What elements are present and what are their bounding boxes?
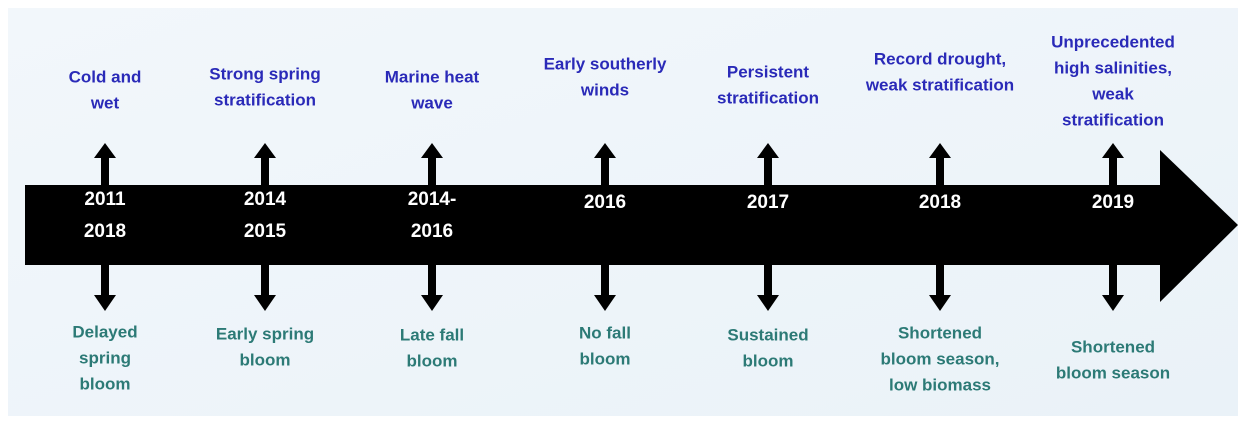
- up-arrow: [254, 143, 276, 185]
- event-label: Record drought,: [874, 49, 1006, 68]
- year-label: 2016: [411, 221, 453, 242]
- outcome-label: No fall: [579, 323, 631, 342]
- year-label: 2016: [584, 192, 626, 213]
- outcome-label: bloom season: [1056, 363, 1170, 382]
- outcome-label: bloom: [240, 350, 291, 369]
- up-arrow: [757, 143, 779, 185]
- outcome-label: low biomass: [889, 375, 991, 394]
- outcome-label: Early spring: [216, 324, 314, 343]
- up-arrow: [1102, 143, 1124, 185]
- year-label: 2015: [244, 221, 287, 242]
- up-arrow: [421, 143, 443, 185]
- timeline-arrow: [25, 150, 1238, 302]
- outcome-label: spring: [79, 348, 131, 367]
- up-arrow: [929, 143, 951, 185]
- event-label: stratification: [214, 90, 316, 109]
- down-arrow: [1102, 265, 1124, 311]
- down-arrow: [594, 265, 616, 311]
- down-arrow: [421, 265, 443, 311]
- event-label: Cold and: [69, 67, 142, 86]
- up-arrow: [594, 143, 616, 185]
- outcome-label: Shortened: [898, 323, 982, 342]
- outcome-label: Shortened: [1071, 337, 1155, 356]
- year-label: 2018: [919, 192, 961, 213]
- year-label: 2014-: [408, 189, 457, 210]
- year-label: 2018: [84, 221, 126, 242]
- event-label: Early southerly: [544, 54, 667, 73]
- event-label: Persistent: [727, 62, 810, 81]
- event-label: stratification: [717, 88, 819, 107]
- year-label: 2019: [1092, 192, 1134, 213]
- event-label: wave: [410, 93, 453, 112]
- outcome-label: bloom season,: [880, 349, 999, 368]
- outcome-label: Delayed: [72, 322, 137, 341]
- outcome-label: bloom: [407, 351, 458, 370]
- event-label: Marine heat: [385, 67, 480, 86]
- outcome-label: Late fall: [400, 325, 464, 344]
- down-arrow: [929, 265, 951, 311]
- outcome-label: bloom: [80, 374, 131, 393]
- event-label: stratification: [1062, 110, 1164, 129]
- outcome-label: Sustained: [727, 325, 808, 344]
- year-label: 2011: [84, 189, 126, 210]
- event-label: wet: [90, 93, 120, 112]
- outcome-label: bloom: [743, 351, 794, 370]
- down-arrow: [254, 265, 276, 311]
- year-label: 2014: [244, 189, 287, 210]
- event-label: weak stratification: [865, 75, 1014, 94]
- event-label: high salinities,: [1054, 58, 1172, 77]
- event-label: Unprecedented: [1051, 32, 1175, 51]
- down-arrow: [757, 265, 779, 311]
- event-label: winds: [580, 80, 629, 99]
- up-arrow: [94, 143, 116, 185]
- event-label: Strong spring: [209, 64, 320, 83]
- event-label: weak: [1091, 84, 1134, 103]
- down-arrow: [94, 265, 116, 311]
- outcome-label: bloom: [580, 349, 631, 368]
- year-label: 2017: [747, 192, 789, 213]
